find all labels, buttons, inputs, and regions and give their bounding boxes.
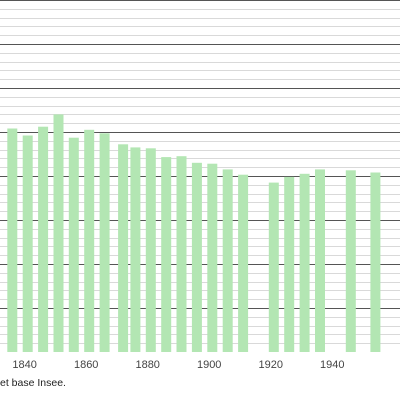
- bar-1926: [284, 176, 295, 352]
- bar-1851: [53, 114, 64, 353]
- bar-1896: [191, 162, 202, 352]
- bar-1861: [84, 129, 95, 352]
- bar-1911: [238, 174, 249, 352]
- bar-1906: [222, 169, 233, 352]
- bars: [7, 114, 381, 353]
- source-note: et base Insee.: [0, 377, 66, 389]
- x-tick-label-1900: 1900: [197, 359, 221, 371]
- bar-1846: [38, 126, 49, 352]
- bar-1881: [145, 148, 156, 352]
- bar-1836: [7, 128, 18, 352]
- bar-1841: [22, 135, 33, 352]
- x-tick-label-1940: 1940: [320, 359, 344, 371]
- x-axis-tick-labels: 1840 1860 1880 1900 1920 1940: [12, 359, 344, 371]
- x-tick-label-1860: 1860: [74, 359, 98, 371]
- bar-1931: [299, 173, 310, 352]
- bar-1901: [207, 163, 218, 352]
- bar-1946: [345, 170, 356, 352]
- bar-1876: [130, 147, 141, 352]
- x-tick-label-1840: 1840: [12, 359, 36, 371]
- bar-1872: [118, 144, 129, 352]
- bar-1936: [315, 169, 325, 352]
- bar-1886: [161, 157, 172, 352]
- x-tick-label-1880: 1880: [135, 359, 159, 371]
- bar-1891: [176, 156, 187, 352]
- bar-1856: [68, 137, 79, 352]
- x-tick-label-1920: 1920: [259, 359, 283, 371]
- bar-1954: [370, 172, 381, 352]
- bar-1921: [268, 182, 279, 352]
- bar-1866: [99, 133, 110, 352]
